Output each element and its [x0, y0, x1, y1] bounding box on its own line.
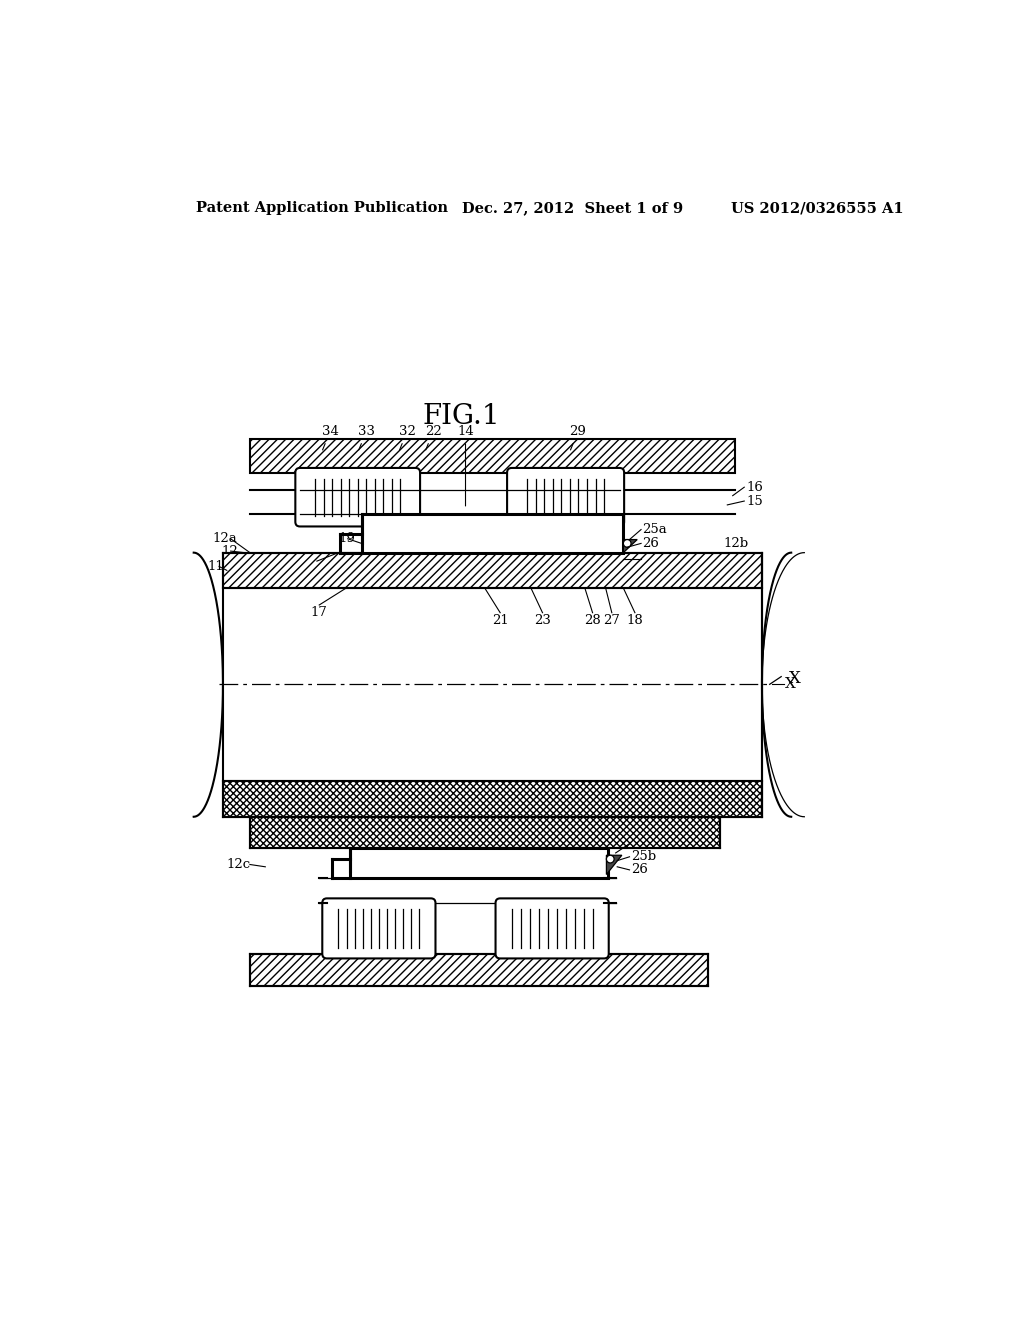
Polygon shape [223, 589, 762, 781]
Text: 24: 24 [643, 552, 659, 565]
Text: 11: 11 [208, 560, 224, 573]
Text: 12b: 12b [724, 537, 749, 550]
Text: X: X [785, 677, 796, 692]
Polygon shape [606, 855, 622, 875]
Text: 13: 13 [307, 554, 325, 568]
Circle shape [624, 540, 631, 548]
Text: 18: 18 [627, 614, 643, 627]
Text: 21: 21 [492, 614, 509, 627]
Text: 32: 32 [398, 425, 416, 450]
Text: 33: 33 [357, 425, 375, 450]
Text: 19: 19 [339, 532, 355, 545]
Polygon shape [223, 553, 762, 589]
Text: FIG.1: FIG.1 [423, 403, 501, 430]
Text: 25b: 25b [631, 850, 656, 863]
Text: 27: 27 [603, 614, 621, 627]
Text: 12c: 12c [226, 858, 251, 871]
FancyBboxPatch shape [496, 899, 608, 958]
Circle shape [606, 855, 614, 863]
Polygon shape [350, 847, 608, 878]
Text: 17: 17 [310, 606, 328, 619]
Text: 28: 28 [584, 614, 601, 627]
Text: US 2012/0326555 A1: US 2012/0326555 A1 [731, 202, 904, 215]
Polygon shape [250, 440, 735, 473]
Polygon shape [250, 954, 708, 986]
Text: 12: 12 [221, 545, 239, 557]
Text: 26: 26 [643, 537, 659, 550]
Polygon shape [223, 781, 762, 817]
FancyBboxPatch shape [507, 469, 625, 527]
FancyBboxPatch shape [295, 469, 420, 527]
Polygon shape [250, 817, 720, 847]
Text: 25a: 25a [643, 523, 668, 536]
Text: 22: 22 [425, 425, 441, 450]
Text: Dec. 27, 2012  Sheet 1 of 9: Dec. 27, 2012 Sheet 1 of 9 [462, 202, 683, 215]
Text: 16: 16 [746, 480, 764, 494]
Text: Patent Application Publication: Patent Application Publication [196, 202, 449, 215]
Text: 12a: 12a [212, 532, 237, 545]
Polygon shape [361, 515, 624, 553]
Text: X: X [788, 669, 801, 686]
Text: 27: 27 [631, 837, 648, 850]
Text: 14: 14 [457, 425, 474, 506]
Text: 15: 15 [746, 495, 763, 508]
Text: 23: 23 [535, 614, 551, 627]
Text: 29: 29 [569, 425, 587, 450]
FancyBboxPatch shape [323, 899, 435, 958]
Text: 34: 34 [322, 425, 338, 450]
Polygon shape [624, 540, 637, 553]
Text: 26: 26 [631, 863, 648, 876]
